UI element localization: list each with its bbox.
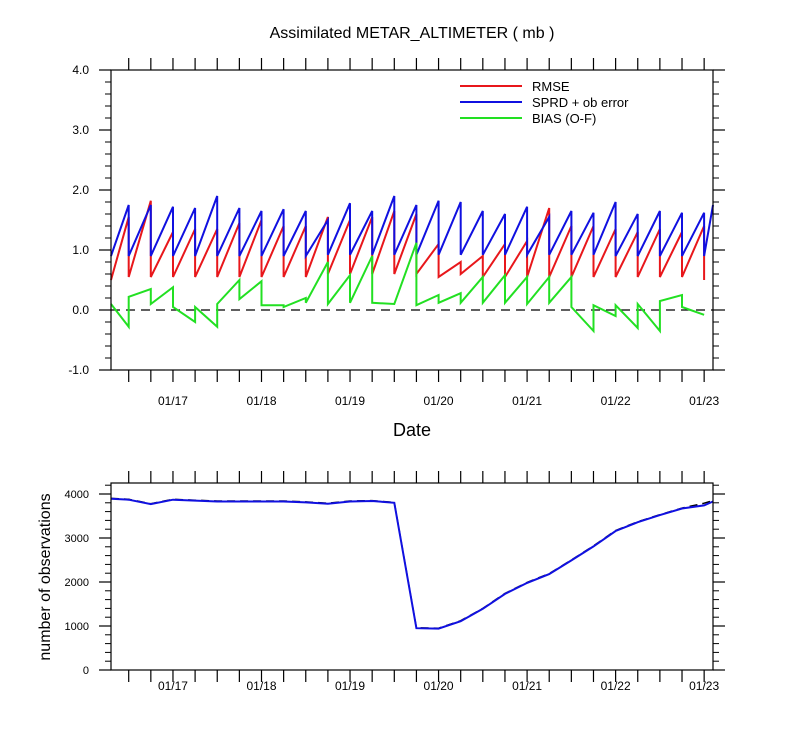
- x-tick-label: 01/20: [424, 679, 454, 693]
- y-tick-label: 0.0: [72, 303, 89, 317]
- top-plot-frame: [110, 69, 714, 371]
- y-tick-label: 4000: [65, 489, 89, 501]
- x-tick-label: 01/22: [601, 679, 631, 693]
- top-ticks: 01/17 01/18 01/19 01/20 01/21 01/22 01/23 4.0 3.…: [68, 58, 725, 408]
- y-tick-label: 1.0: [72, 243, 89, 257]
- legend-label-bias: BIAS (O-F): [532, 111, 596, 126]
- series-line-bias: [110, 242, 705, 334]
- y-tick-label: 2.0: [72, 183, 89, 197]
- x-tick-label: 01/22: [601, 394, 631, 408]
- x-tick-label: 01/21: [512, 394, 542, 408]
- legend-label-sprd: SPRD + ob error: [532, 95, 629, 110]
- series-line-sprd: [110, 195, 714, 260]
- bottom-series-group: [110, 497, 714, 630]
- x-tick-label: 01/18: [246, 679, 276, 693]
- x-tick-label: 01/23: [689, 394, 719, 408]
- x-tick-label: 01/17: [158, 679, 188, 693]
- legend-label-rmse: RMSE: [532, 79, 570, 94]
- y-tick-label: 2000: [65, 577, 89, 589]
- y-tick-label: -1.0: [68, 363, 89, 377]
- top-x-axis-label: Date: [393, 420, 431, 440]
- x-tick-label: 01/18: [246, 394, 276, 408]
- chart-title: Assimilated METAR_ALTIMETER ( mb ): [270, 25, 555, 42]
- series-line-assimilated: [110, 497, 714, 630]
- x-tick-label: 01/17: [158, 394, 188, 408]
- bottom-plot-frame: [110, 482, 714, 671]
- y-tick-label: 0: [83, 665, 89, 677]
- y-tick-label: 1000: [65, 621, 89, 633]
- x-tick-label: 01/19: [335, 394, 365, 408]
- x-tick-label: 01/21: [512, 679, 542, 693]
- y-tick-label: 4.0: [72, 63, 89, 77]
- x-tick-label: 01/19: [335, 679, 365, 693]
- x-tick-label: 01/23: [689, 679, 719, 693]
- bottom-ticks: 01/17 01/18 01/19 01/20 01/21 01/22 01/23 0 1000…: [65, 471, 725, 693]
- x-tick-label: 01/20: [424, 394, 454, 408]
- top-series-group: [110, 195, 714, 334]
- y-tick-label: 3.0: [72, 123, 89, 137]
- y-tick-label: 3000: [65, 533, 89, 545]
- bottom-y-axis-label: number of observations: [37, 493, 54, 660]
